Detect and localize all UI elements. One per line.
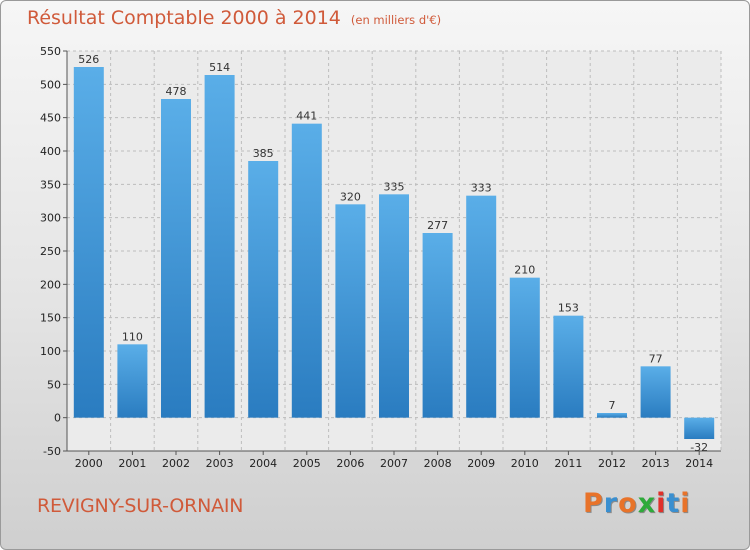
y-tick-label: 50 (47, 378, 61, 391)
bar-2010 (509, 277, 540, 418)
bar-2000 (73, 67, 104, 418)
value-label-2002: 478 (166, 85, 187, 98)
bar-2007 (379, 194, 409, 418)
chart-header: Résultat Comptable 2000 à 2014 (en millie… (27, 7, 441, 29)
value-label-2006: 320 (340, 190, 361, 203)
x-tick-label-2004: 2004 (249, 457, 277, 470)
bar-2013 (640, 366, 671, 418)
commune-name: REVIGNY-SUR-ORNAIN (37, 495, 244, 517)
logo-letter: i (656, 488, 667, 519)
y-tick-label: 450 (40, 112, 61, 125)
bar-2003 (204, 75, 235, 418)
y-tick-label: 150 (40, 312, 61, 325)
logo-letter: r (603, 488, 619, 519)
y-tick-label: 200 (40, 278, 61, 291)
bar-2011 (553, 315, 584, 418)
x-tick-label-2014: 2014 (685, 457, 713, 470)
proxiti-logo: Proxiti (583, 488, 691, 519)
x-tick-label-2010: 2010 (511, 457, 539, 470)
y-tick-label: 350 (40, 178, 61, 191)
value-label-2012: 7 (609, 399, 616, 412)
x-tick-label-2005: 2005 (293, 457, 321, 470)
x-tick-label-2013: 2013 (642, 457, 670, 470)
x-tick-label-2002: 2002 (162, 457, 190, 470)
value-label-2011: 153 (558, 302, 579, 315)
x-tick-label-2006: 2006 (336, 457, 364, 470)
value-label-2005: 441 (296, 110, 317, 123)
y-tick-label: 100 (40, 345, 61, 358)
bar-2001 (117, 344, 148, 418)
bar-2005 (291, 123, 322, 418)
x-tick-label-2012: 2012 (598, 457, 626, 470)
x-tick-label-2008: 2008 (424, 457, 452, 470)
y-tick-label: 300 (40, 212, 61, 225)
bar-2012 (597, 413, 627, 418)
value-label-2007: 335 (384, 180, 405, 193)
logo-letter: x (637, 488, 657, 519)
logo-letter: i (680, 488, 691, 519)
x-tick-label-2007: 2007 (380, 457, 408, 470)
y-tick-label: 0 (54, 412, 61, 425)
value-label-2003: 514 (209, 61, 230, 74)
bar-2014 (684, 417, 715, 439)
bar-2008 (422, 233, 453, 418)
value-label-2013: 77 (649, 352, 663, 365)
bar-2006 (335, 204, 366, 418)
x-tick-label-2001: 2001 (118, 457, 146, 470)
logo-letter: P (583, 488, 604, 519)
x-tick-label-2011: 2011 (554, 457, 582, 470)
value-label-2009: 333 (471, 182, 492, 195)
chart-title: Résultat Comptable 2000 à 2014 (27, 7, 341, 29)
bar-2004 (248, 161, 279, 418)
y-tick-label: 250 (40, 245, 61, 258)
y-tick-label: 400 (40, 145, 61, 158)
x-tick-label-2003: 2003 (206, 457, 234, 470)
value-label-2008: 277 (427, 219, 448, 232)
value-label-2000: 526 (78, 53, 99, 66)
chart-subtitle: (en milliers d'€) (350, 13, 442, 27)
value-label-2010: 210 (514, 264, 535, 277)
logo-letter: t (666, 488, 681, 519)
value-label-2001: 110 (122, 330, 143, 343)
x-tick-label-2000: 2000 (75, 457, 103, 470)
bar-2002 (161, 99, 191, 418)
bar-2009 (466, 195, 497, 418)
value-label-2014: -32 (690, 441, 708, 454)
value-label-2004: 385 (253, 147, 274, 160)
x-tick-label-2009: 2009 (467, 457, 495, 470)
logo-letter: o (618, 488, 638, 519)
y-tick-label: 500 (40, 78, 61, 91)
y-tick-label: -50 (43, 445, 61, 458)
y-tick-label: 550 (40, 45, 61, 58)
